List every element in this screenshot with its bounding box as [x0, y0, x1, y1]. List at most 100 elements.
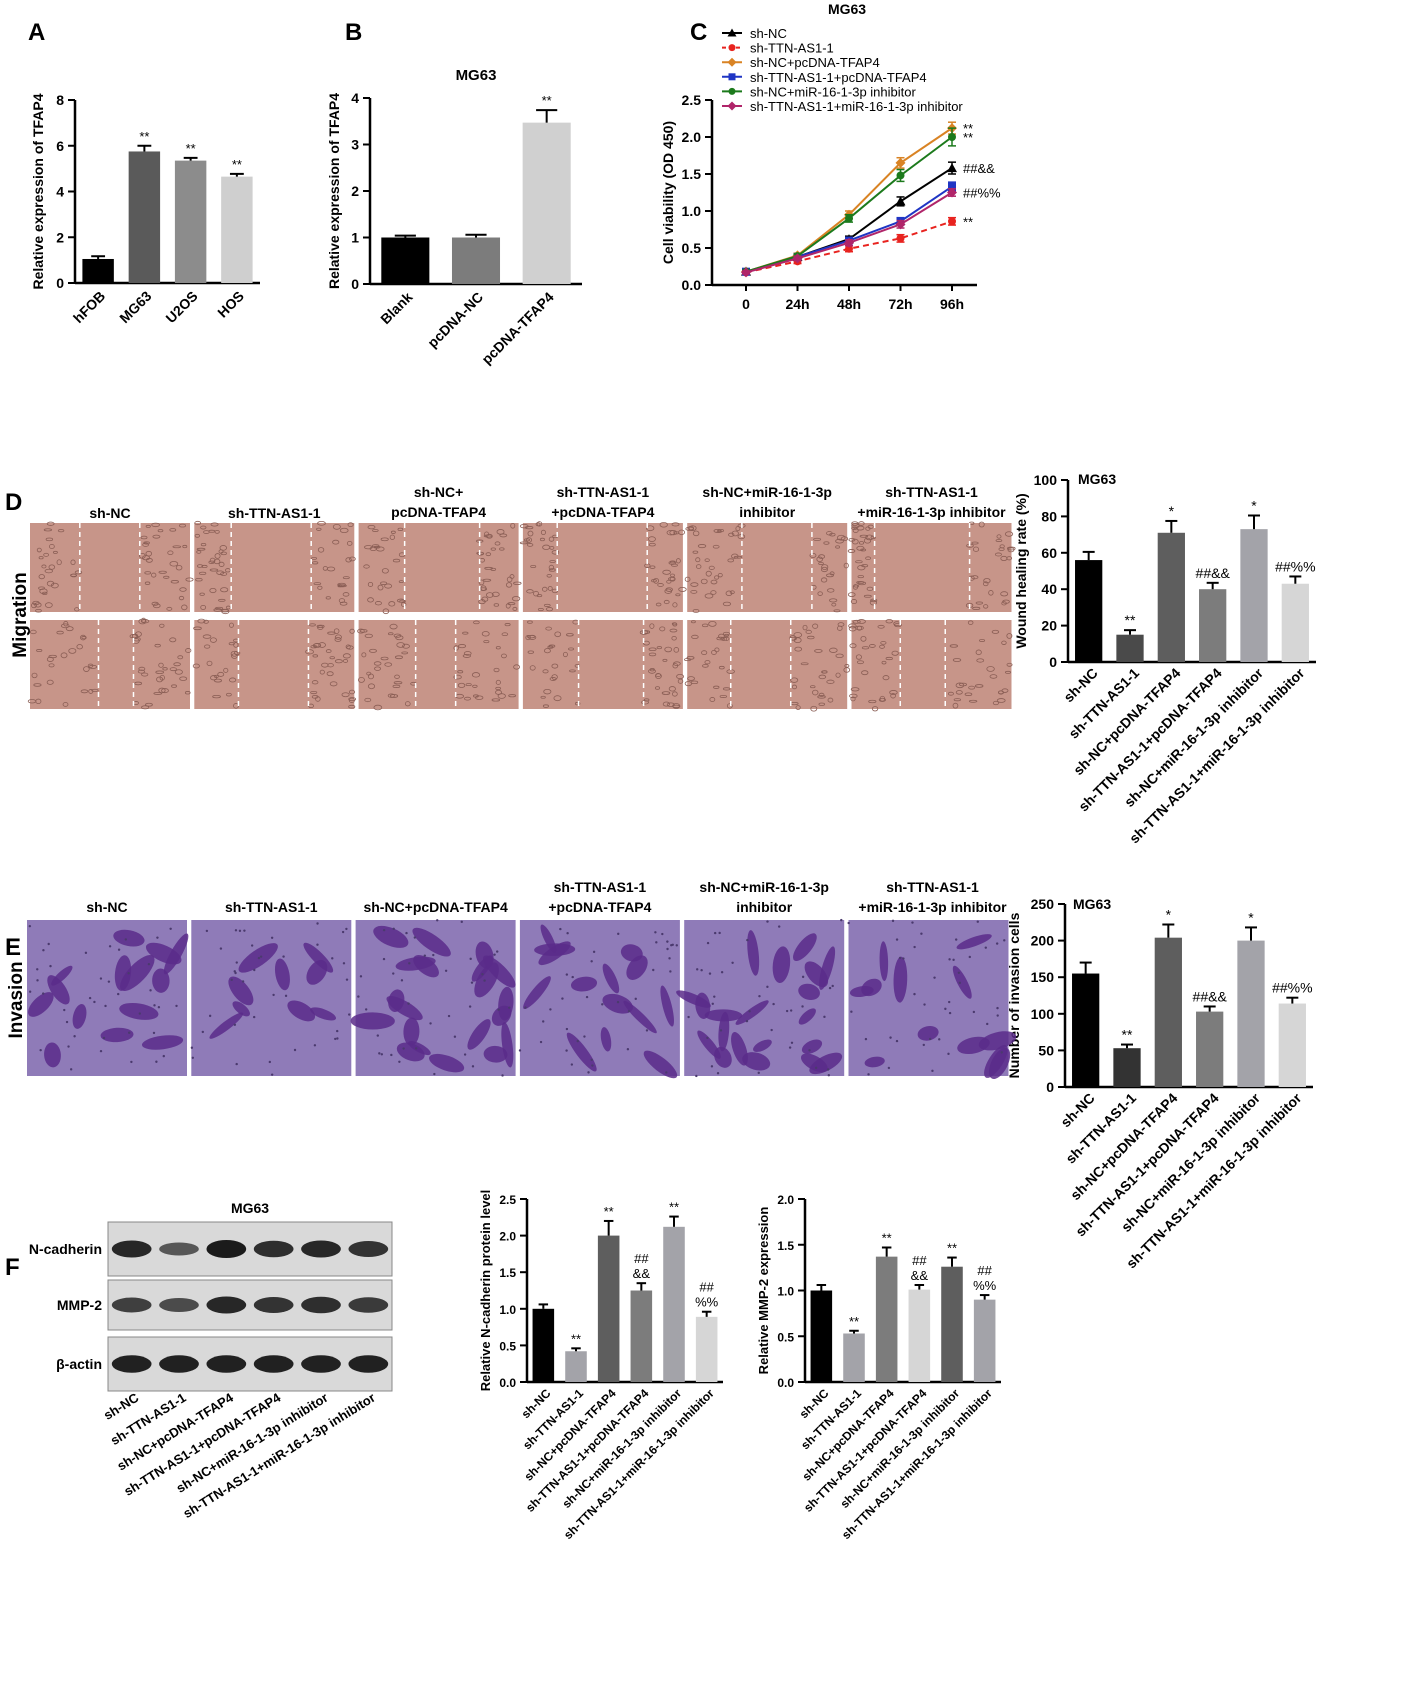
bar	[1157, 532, 1185, 662]
pore	[696, 968, 699, 971]
cell	[325, 596, 331, 600]
cell	[394, 655, 403, 660]
pore	[270, 1073, 274, 1076]
cell	[831, 602, 837, 607]
cell	[49, 543, 55, 550]
y-tick-label: 4	[351, 90, 359, 106]
x-tick-label: 48h	[837, 296, 861, 312]
cell	[484, 566, 494, 570]
cell	[462, 631, 469, 635]
cell	[826, 679, 835, 684]
pore	[447, 1014, 451, 1018]
cell	[182, 544, 188, 549]
cell	[536, 521, 543, 527]
cell	[392, 558, 401, 563]
significance-label: **	[947, 1241, 957, 1256]
cell	[540, 529, 546, 536]
cell	[860, 548, 867, 552]
cell	[816, 556, 823, 562]
y-tick-label: 150	[1031, 969, 1055, 985]
data-point	[741, 267, 751, 278]
y-tick-label: 1.5	[499, 1266, 516, 1280]
cell	[346, 540, 353, 546]
pore	[668, 957, 671, 960]
cell	[343, 658, 349, 663]
cell	[173, 662, 181, 667]
cell	[76, 644, 83, 650]
bar	[1237, 940, 1265, 1087]
cell	[519, 541, 529, 545]
pore	[497, 1008, 500, 1011]
cell	[1001, 601, 1007, 606]
blot-band	[206, 1296, 247, 1314]
y-tick-label: 4	[56, 184, 64, 200]
cell	[137, 669, 145, 674]
pore	[201, 1030, 205, 1034]
pore	[162, 1054, 165, 1058]
cell	[80, 634, 87, 641]
cell	[339, 601, 348, 606]
cell	[663, 599, 670, 605]
cell	[389, 534, 396, 540]
cell	[197, 564, 204, 568]
pore	[716, 1071, 720, 1075]
y-tick-label: 6	[56, 138, 64, 154]
cell	[48, 663, 55, 668]
cell	[668, 686, 676, 692]
pore	[847, 921, 850, 925]
cell	[542, 669, 549, 674]
cell	[574, 664, 581, 668]
pore	[1003, 939, 1006, 942]
pore	[645, 1029, 649, 1032]
cell	[61, 623, 70, 629]
cell	[56, 630, 64, 635]
cell	[199, 592, 205, 596]
cell	[671, 522, 680, 527]
series-5: ##%%	[741, 186, 1001, 278]
cell	[495, 689, 502, 695]
cell	[179, 587, 187, 592]
cell	[665, 587, 673, 592]
pore	[235, 1062, 238, 1066]
significance-label: **	[542, 93, 552, 108]
pore	[496, 950, 499, 953]
y-axis-label: Relative N-cadherin protein level	[478, 1190, 493, 1392]
cell	[200, 604, 207, 610]
cell	[952, 702, 959, 709]
data-point	[728, 73, 736, 81]
pore	[156, 936, 159, 939]
y-tick-label: 2.0	[777, 1193, 794, 1207]
cell	[141, 1035, 184, 1050]
pore	[259, 955, 263, 958]
column-header: inhibitor	[739, 504, 796, 520]
pore	[257, 956, 261, 960]
cell	[216, 570, 225, 575]
pore	[117, 992, 120, 996]
cell	[678, 586, 687, 592]
pore	[669, 970, 672, 973]
pore	[460, 920, 463, 924]
cell	[395, 635, 404, 641]
cell	[88, 689, 94, 694]
series-line	[745, 185, 953, 273]
cell	[80, 689, 89, 694]
cell	[676, 990, 711, 1008]
pore	[748, 1010, 751, 1013]
pore	[149, 989, 152, 992]
cell	[548, 536, 555, 542]
cell	[172, 545, 182, 549]
cell	[848, 623, 857, 629]
cell	[880, 641, 887, 645]
y-tick-label: 1.0	[682, 203, 702, 219]
cell	[574, 701, 581, 706]
cell	[505, 582, 513, 588]
data-point	[727, 101, 737, 111]
pore	[407, 1002, 410, 1005]
cell	[72, 1004, 87, 1029]
cell	[667, 576, 676, 581]
cell	[369, 648, 377, 653]
cell	[100, 1027, 134, 1043]
significance-label: ##&&	[963, 161, 995, 176]
pore	[28, 990, 32, 993]
